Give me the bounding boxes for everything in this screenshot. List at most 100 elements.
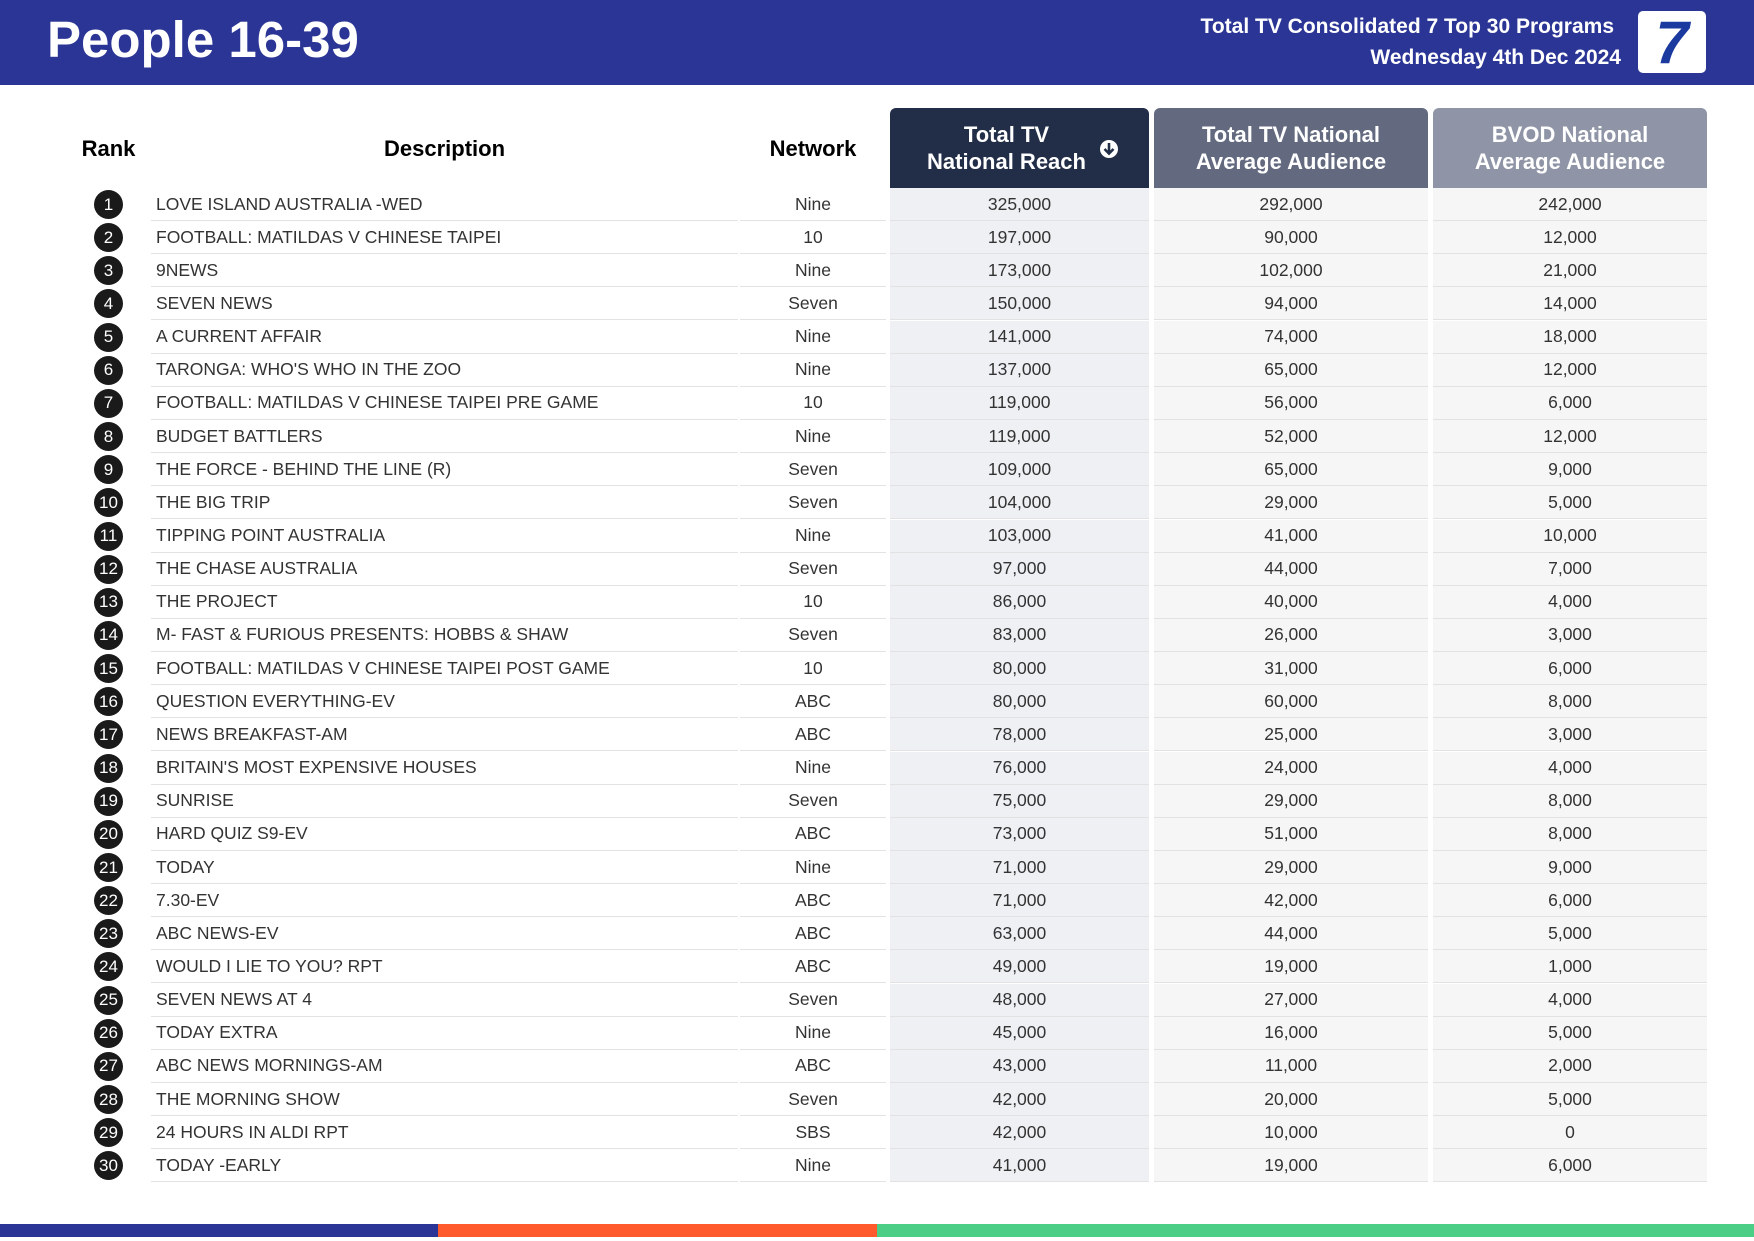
value-cell: 1,000 <box>1433 950 1707 984</box>
rank-cell: 7 <box>60 387 157 420</box>
value-cell: 5,000 <box>1433 1083 1707 1117</box>
rank-badge: 29 <box>94 1118 123 1148</box>
description-cell: FOOTBALL: MATILDAS V CHINESE TAIPEI <box>151 221 738 255</box>
value-cell: 65,000 <box>1154 353 1428 387</box>
description-cell: FOOTBALL: MATILDAS V CHINESE TAIPEI POST… <box>151 652 738 686</box>
description-cell: M- FAST & FURIOUS PRESENTS: HOBBS & SHAW <box>151 619 738 652</box>
value-cell: 71,000 <box>890 851 1149 884</box>
value-cell: 44,000 <box>1154 552 1428 586</box>
value-cell: 197,000 <box>890 221 1149 255</box>
value-cell: 60,000 <box>1154 685 1428 719</box>
description-cell: ABC NEWS-EV <box>151 917 738 951</box>
column-header: Total TV National Reach <box>890 108 1149 188</box>
description-cell: TODAY <box>151 851 738 884</box>
value-cell: 19,000 <box>1154 1149 1428 1183</box>
value-cell: 2,000 <box>1433 1049 1707 1083</box>
rank-badge: 6 <box>94 355 123 385</box>
value-cell: 6,000 <box>1433 884 1707 918</box>
column-header-text: BVOD National Average Audience <box>1474 122 1666 174</box>
rank-cell: 16 <box>60 685 157 718</box>
rank-cell: 17 <box>60 718 157 751</box>
network-cell: Nine <box>740 254 886 288</box>
value-cell: 8,000 <box>1433 685 1707 719</box>
value-cell: 6,000 <box>1433 652 1707 686</box>
network-cell: Seven <box>740 785 886 818</box>
rank-cell: 27 <box>60 1050 157 1083</box>
value-cell: 49,000 <box>890 950 1149 984</box>
value-cell: 73,000 <box>890 817 1149 851</box>
value-cell: 6,000 <box>1433 386 1707 420</box>
network-cell: 10 <box>740 652 886 686</box>
value-cell: 48,000 <box>890 983 1149 1017</box>
column-header-text: Network <box>769 135 857 161</box>
value-cell: 29,000 <box>1154 486 1428 520</box>
description-cell: 9NEWS <box>151 254 738 288</box>
description-cell: TODAY -EARLY <box>151 1149 738 1183</box>
column-header: BVOD National Average Audience <box>1433 108 1707 188</box>
value-cell: 4,000 <box>1433 585 1707 619</box>
network-cell: Seven <box>740 453 886 487</box>
value-cell: 12,000 <box>1433 353 1707 387</box>
description-cell: THE BIG TRIP <box>151 486 738 520</box>
network-cell: Seven <box>740 1083 886 1117</box>
rank-cell: 4 <box>60 287 157 320</box>
network-cell: Seven <box>740 486 886 520</box>
description-cell: BUDGET BATTLERS <box>151 420 738 454</box>
column-header: Total TV National Average Audience <box>1154 108 1428 188</box>
value-cell: 4,000 <box>1433 751 1707 785</box>
description-cell: WOULD I LIE TO YOU? RPT <box>151 950 738 984</box>
description-cell: SEVEN NEWS AT 4 <box>151 984 738 1017</box>
description-cell: SEVEN NEWS <box>151 287 738 321</box>
value-cell: 242,000 <box>1433 188 1707 221</box>
rank-badge: 23 <box>94 919 123 949</box>
value-cell: 119,000 <box>890 420 1149 454</box>
description-cell: BRITAIN'S MOST EXPENSIVE HOUSES <box>151 752 738 785</box>
value-cell: 71,000 <box>890 884 1149 918</box>
rank-cell: 15 <box>60 652 157 685</box>
value-cell: 25,000 <box>1154 718 1428 752</box>
rank-cell: 25 <box>60 984 157 1017</box>
rank-badge: 21 <box>94 853 123 882</box>
rank-cell: 3 <box>60 254 157 287</box>
value-cell: 41,000 <box>1154 519 1428 553</box>
value-cell: 86,000 <box>890 585 1149 619</box>
description-cell: ABC NEWS MORNINGS-AM <box>151 1050 738 1083</box>
value-cell: 6,000 <box>1433 1149 1707 1183</box>
value-cell: 97,000 <box>890 552 1149 586</box>
description-cell: HARD QUIZ S9-EV <box>151 818 738 851</box>
logo: 7 <box>1638 11 1706 75</box>
rank-badge: 14 <box>94 620 123 650</box>
rank-cell: 23 <box>60 917 157 950</box>
network-cell: ABC <box>740 818 886 851</box>
rank-cell: 14 <box>60 619 157 652</box>
value-cell: 11,000 <box>1154 1049 1428 1083</box>
value-cell: 119,000 <box>890 386 1149 420</box>
subtitle: Total TV Consolidated 7 Top 30 Programs <box>1200 15 1614 38</box>
value-cell: 4,000 <box>1433 983 1707 1017</box>
value-cell: 9,000 <box>1433 453 1707 487</box>
value-cell: 42,000 <box>1154 884 1428 918</box>
rank-badge: 30 <box>94 1151 123 1181</box>
description-cell: LOVE ISLAND AUSTRALIA -WED <box>151 188 738 221</box>
description-cell: THE FORCE - BEHIND THE LINE (R) <box>151 453 738 487</box>
rank-badge: 9 <box>94 455 123 485</box>
value-cell: 83,000 <box>890 618 1149 652</box>
column-header-text: Description <box>383 135 506 161</box>
value-cell: 5,000 <box>1433 486 1707 520</box>
value-cell: 9,000 <box>1433 851 1707 884</box>
rank-cell: 5 <box>60 321 157 354</box>
value-cell: 52,000 <box>1154 420 1428 454</box>
rank-badge: 19 <box>94 786 123 816</box>
rank-cell: 12 <box>60 553 157 586</box>
value-cell: 21,000 <box>1433 254 1707 288</box>
value-cell: 56,000 <box>1154 386 1428 420</box>
network-cell: ABC <box>740 685 886 719</box>
description-cell: A CURRENT AFFAIR <box>151 321 738 354</box>
rank-cell: 20 <box>60 818 157 851</box>
network-cell: Nine <box>740 752 886 785</box>
rank-cell: 22 <box>60 884 157 917</box>
value-cell: 40,000 <box>1154 585 1428 619</box>
value-cell: 12,000 <box>1433 221 1707 255</box>
value-cell: 31,000 <box>1154 652 1428 686</box>
value-cell: 76,000 <box>890 751 1149 785</box>
